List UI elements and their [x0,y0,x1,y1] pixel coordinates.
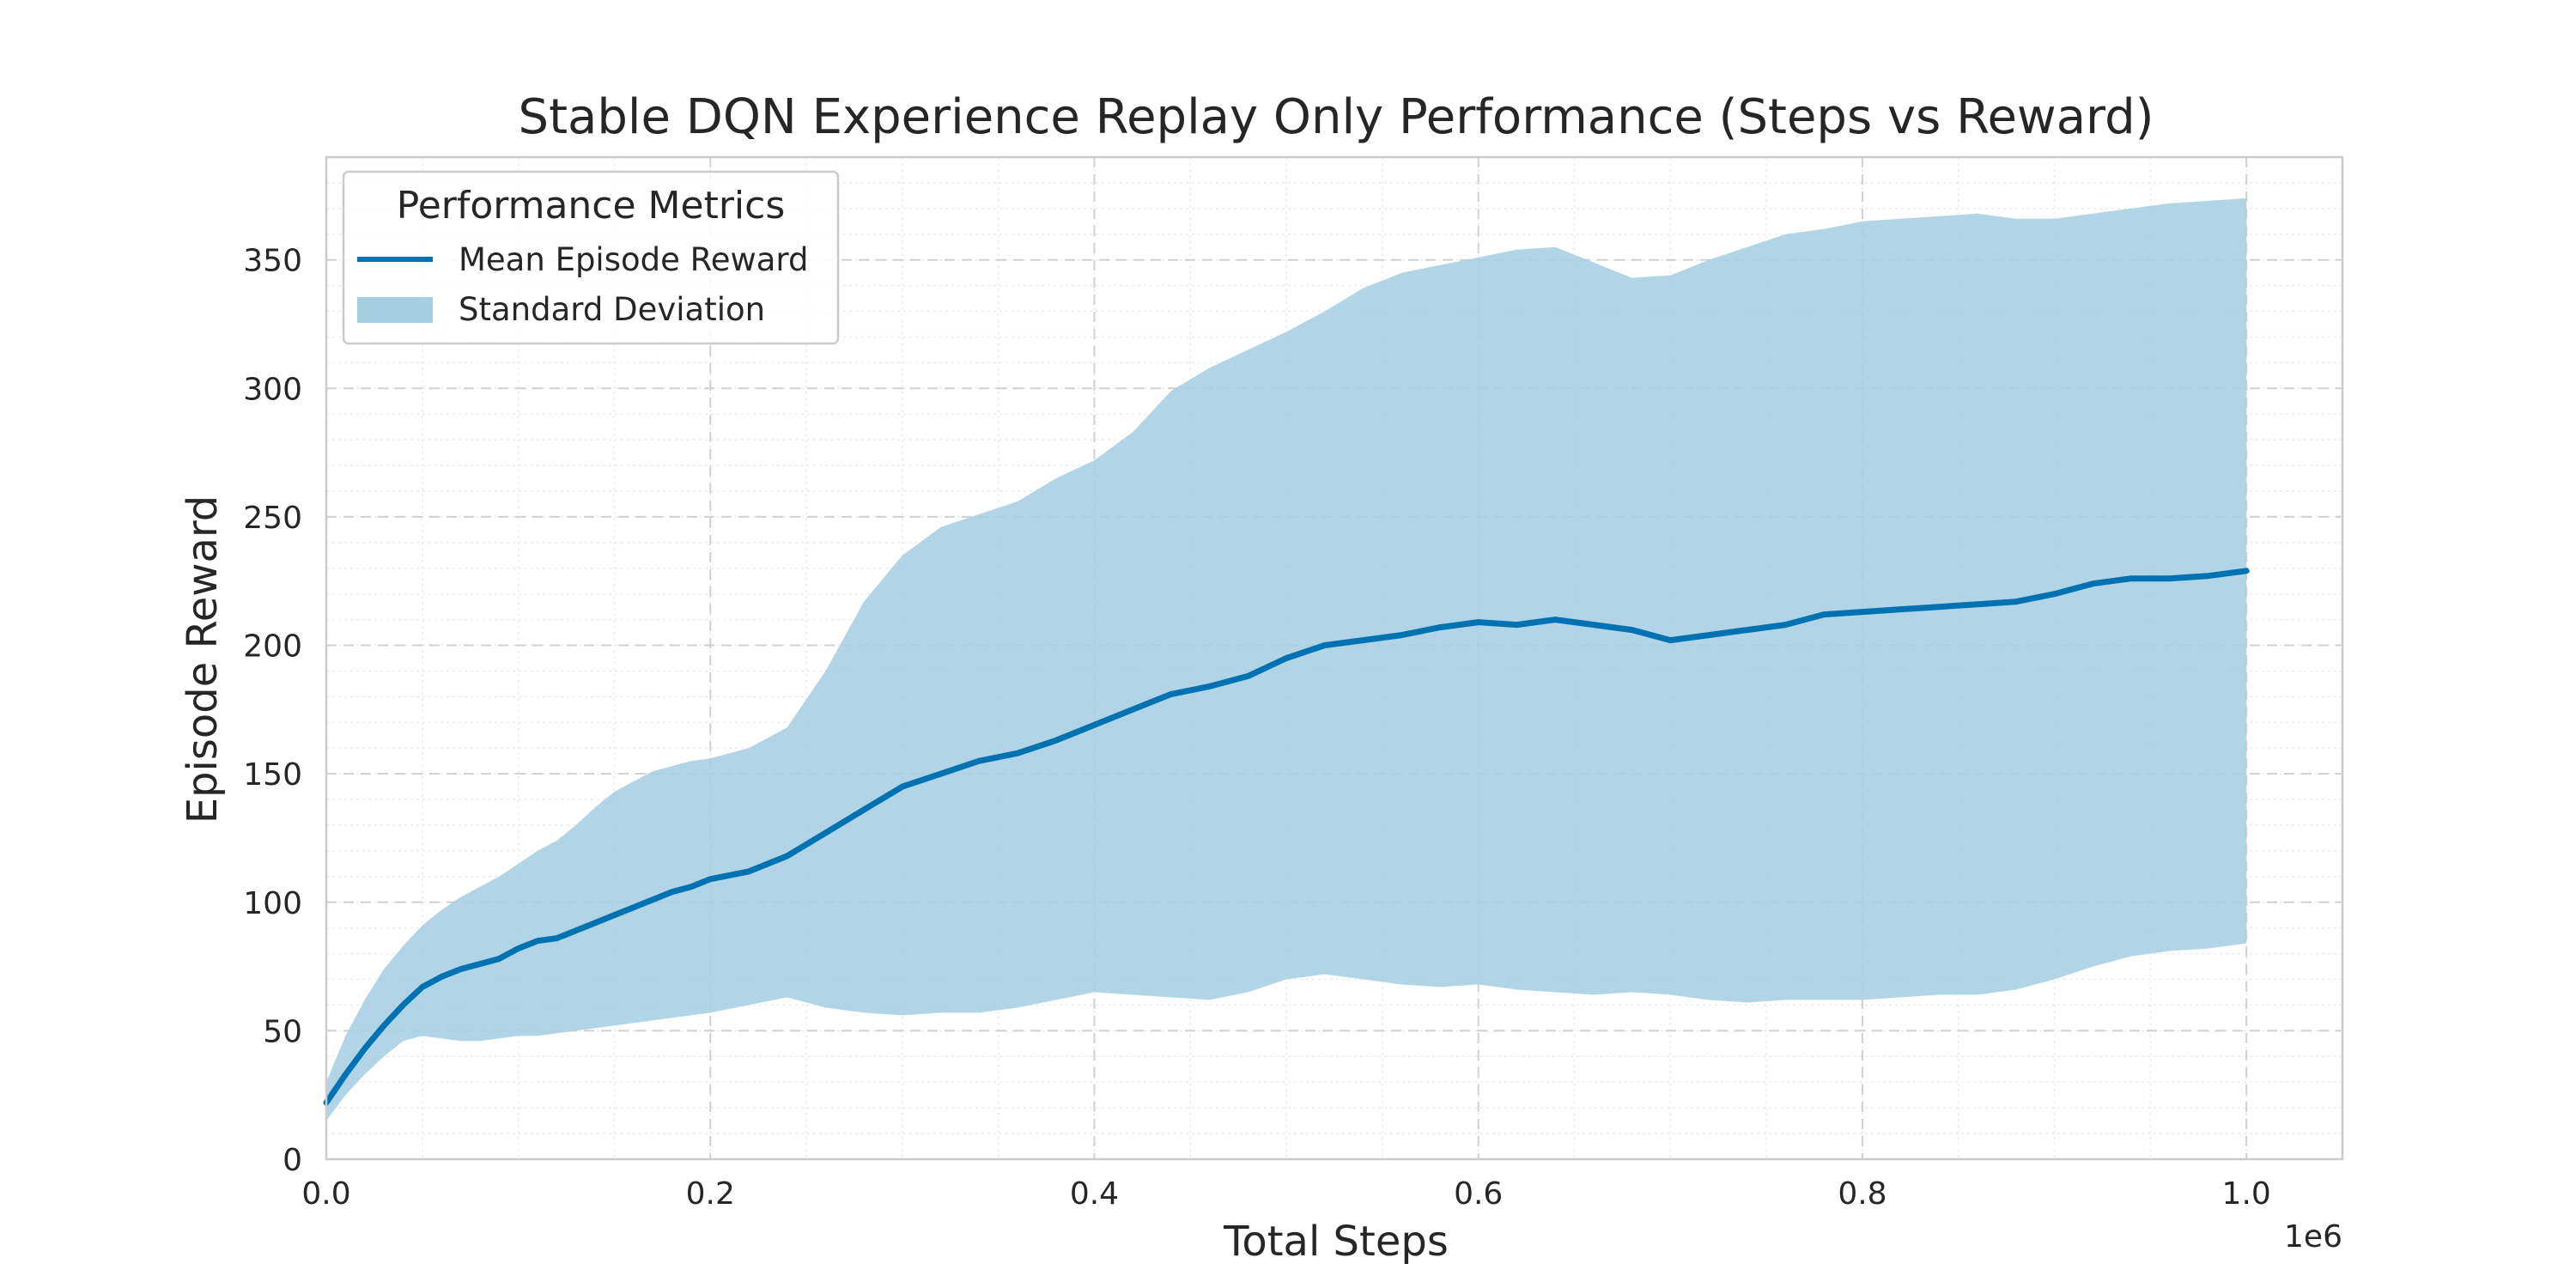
x-tick-label: 0.8 [1838,1176,1886,1212]
legend-title: Performance Metrics [397,184,786,228]
y-tick-label: 50 [263,1014,302,1049]
x-tick-label: 0.6 [1454,1176,1503,1212]
x-tick-label: 1.0 [2222,1176,2271,1212]
mean-reward-line [323,568,2250,1106]
y-tick-label: 0 [283,1143,302,1178]
x-tick-label: 0.0 [301,1176,350,1212]
legend-std-label: Standard Deviation [459,291,765,328]
y-axis-title: Episode Reward [179,495,227,824]
y-tick-label: 250 [243,501,302,536]
x-tick-labels: 0.0 0.2 0.4 0.6 0.8 1.0 [301,1176,2270,1212]
y-tick-label: 100 [243,886,302,921]
x-axis-offset-label: 1e6 [2284,1219,2342,1255]
legend: Performance Metrics Mean Episode Reward … [342,170,840,345]
plot-data [323,197,2250,1121]
legend-std-swatch [357,297,433,323]
plot-frame [325,155,2344,1161]
y-tick-label: 300 [243,372,302,407]
y-tick-label: 350 [243,244,302,279]
y-tick-label: 150 [243,757,302,793]
x-tick-label: 0.2 [686,1176,735,1212]
y-tick-labels: 0 50 100 150 200 250 300 350 [243,244,302,1178]
y-tick-label: 200 [243,629,302,665]
chart-title: Stable DQN Experience Replay Only Perfor… [519,89,2154,145]
x-tick-label: 0.4 [1070,1176,1119,1212]
legend-mean-label: Mean Episode Reward [459,241,808,278]
x-axis-title: Total Steps [1223,1218,1449,1266]
legend-box [342,170,840,345]
